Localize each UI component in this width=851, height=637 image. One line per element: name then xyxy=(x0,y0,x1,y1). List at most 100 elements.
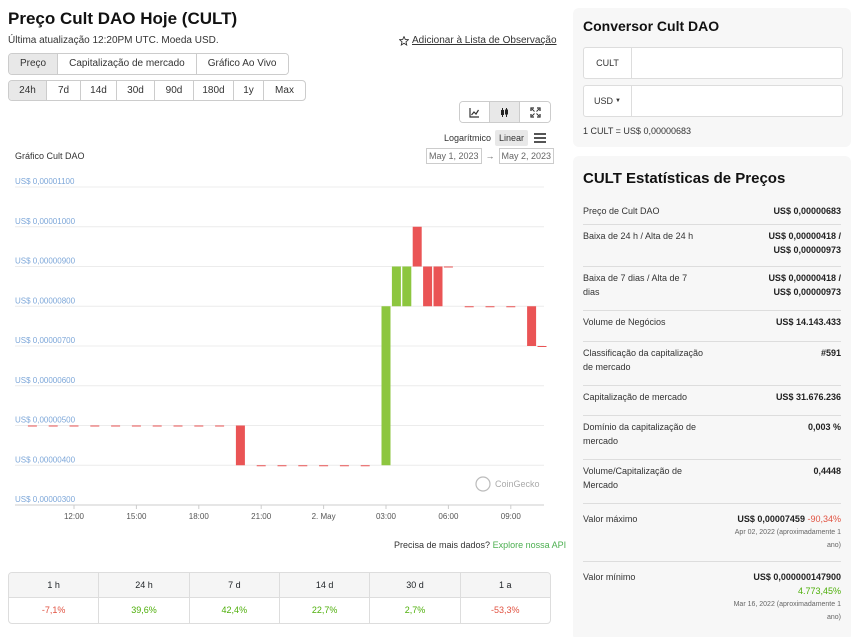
converter-panel: Conversor Cult DAO CULT USD ▼ 1 CULT = US… xyxy=(573,8,851,147)
stat-value: US$ 0,00000418 /US$ 0,00000973 xyxy=(768,231,841,255)
stat-label: Volume/Capitalização de Mercado xyxy=(583,466,683,490)
stat-value: US$ 14.143.433 xyxy=(775,317,841,327)
stat-label: Volume de Negócios xyxy=(583,317,666,327)
x-tick-label: 09:00 xyxy=(501,512,522,521)
candle xyxy=(412,226,422,267)
star-icon xyxy=(399,35,409,46)
perf-value-0: -7,1% xyxy=(9,598,100,623)
stat-label: Domínio da capitalização de mercado xyxy=(583,422,697,446)
stat-row: Capitalização de mercado US$ 31.676.236 xyxy=(583,386,841,416)
stat-label: Preço de Cult DAO xyxy=(583,206,660,216)
more-data-prompt: Precisa de mais dados? Explore nossa API xyxy=(394,540,566,550)
usd-currency-label: USD xyxy=(594,96,614,106)
range-180d[interactable]: 180d xyxy=(194,81,234,100)
stat-row: Classificação da capitalização de mercado… xyxy=(583,342,841,386)
tab-market-cap[interactable]: Capitalização de mercado xyxy=(58,54,197,74)
stat-value: 0,4448 xyxy=(813,466,841,476)
date-from-input[interactable]: May 1, 2023 xyxy=(426,148,482,164)
menu-icon[interactable] xyxy=(534,133,547,143)
tab-price[interactable]: Preço xyxy=(9,54,59,74)
watermark-text: CoinGecko xyxy=(495,479,540,489)
stat-label: Valor máximo xyxy=(583,514,638,524)
stat-price: US$ 0,00007459 xyxy=(737,514,805,524)
tab-live-chart[interactable]: Gráfico Ao Vivo xyxy=(196,54,288,74)
all-time-high-row: Valor máximo US$ 0,00007459 -90,34% Apr 02… xyxy=(583,504,841,562)
candle xyxy=(381,306,391,466)
perf-value-4: 2,7% xyxy=(370,598,461,623)
candle xyxy=(69,425,79,427)
explore-api-link[interactable]: Explore nossa API xyxy=(492,540,567,550)
range-30d[interactable]: 30d xyxy=(117,81,155,100)
price-chart[interactable]: US$ 0,00001100 US$ 0,00001000 US$ 0,000009… xyxy=(0,170,555,530)
stat-row: Domínio da capitalização de mercado 0,003 … xyxy=(583,416,841,460)
watchlist-label: Adicionar à Lista de Observação xyxy=(412,35,557,46)
stat-label: Capitalização de mercado xyxy=(583,392,688,402)
conversion-rate: 1 CULT = US$ 0,00000683 xyxy=(583,126,691,136)
y-tick-label: US$ 0,00001000 xyxy=(15,217,76,226)
stat-value: US$ 0,000000147900 4.773,45% Mar 16, 2022 … xyxy=(734,570,841,624)
stat-label: Baixa de 24 h / Alta de 24 h xyxy=(583,231,694,241)
last-updated-text: Última atualização 12:20PM UTC. Moeda US… xyxy=(8,35,219,46)
candle xyxy=(277,465,287,467)
range-90d[interactable]: 90d xyxy=(155,81,194,100)
stat-value: US$ 0,00000683 xyxy=(773,206,841,216)
stat-row: Preço de Cult DAO US$ 0,00000683 xyxy=(583,200,841,225)
y-tick-label: US$ 0,00001100 xyxy=(15,177,75,186)
usd-currency-select[interactable]: USD ▼ xyxy=(584,86,632,116)
perf-header-0: 1 h xyxy=(9,573,100,597)
candle xyxy=(235,425,245,466)
fullscreen-button[interactable] xyxy=(520,102,550,122)
candle xyxy=(423,266,433,307)
candle xyxy=(27,425,37,427)
chart-view-toggle xyxy=(459,101,551,123)
range-max[interactable]: Max xyxy=(275,85,294,96)
perf-header-4: 30 d xyxy=(370,573,461,597)
y-tick-label: US$ 0,00000900 xyxy=(15,257,76,266)
y-tick-label: US$ 0,00000400 xyxy=(15,455,76,464)
perf-header-3: 14 d xyxy=(280,573,371,597)
stat-price: US$ 0,000000147900 xyxy=(753,572,841,582)
range-14d[interactable]: 14d xyxy=(81,81,117,100)
date-arrow: → xyxy=(485,151,495,161)
candlestick-icon xyxy=(501,107,508,117)
candle xyxy=(339,465,349,467)
add-to-watchlist-link[interactable]: Adicionar à Lista de Observação xyxy=(399,35,557,46)
stat-value: US$ 0,00000418 /US$ 0,00000973 xyxy=(768,273,841,297)
y-tick-label: US$ 0,00000500 xyxy=(15,416,76,425)
stat-row: Volume/Capitalização de Mercado 0,4448 xyxy=(583,460,841,504)
candle xyxy=(402,266,412,307)
candle xyxy=(111,425,121,427)
candle xyxy=(464,306,474,308)
usd-amount-input[interactable] xyxy=(632,86,842,116)
cult-amount-input[interactable] xyxy=(632,48,842,78)
price-stats-panel: CULT Estatísticas de Preços Preço de Cul… xyxy=(573,156,851,637)
perf-value-3: 22,7% xyxy=(280,598,371,623)
range-7d[interactable]: 7d xyxy=(47,81,81,100)
perf-value-2: 42,4% xyxy=(190,598,280,623)
candle xyxy=(319,465,329,467)
candle xyxy=(173,425,183,427)
line-chart-button[interactable] xyxy=(460,102,490,122)
caret-down-icon: ▼ xyxy=(615,98,621,104)
page-title: Preço Cult DAO Hoje (CULT) xyxy=(8,9,238,28)
stat-row: Volume de Negócios US$ 14.143.433 xyxy=(583,311,841,342)
perf-value-1: 39,6% xyxy=(99,598,190,623)
stat-date: Apr 02, 2022 (aproximadamente 1 ano) xyxy=(734,529,841,549)
range-1y[interactable]: 1y xyxy=(234,81,264,100)
converter-title: Conversor Cult DAO xyxy=(583,18,720,34)
stat-label: Baixa de 7 dias / Alta de 7 dias xyxy=(583,273,688,297)
scale-selector: Logarítmico Linear xyxy=(444,130,547,146)
cult-currency-label: CULT xyxy=(584,48,632,78)
candle xyxy=(90,425,100,427)
date-to-input[interactable]: May 2, 2023 xyxy=(498,148,555,164)
stat-label: Classificação da capitalização de mercado xyxy=(583,348,704,372)
log-scale-option[interactable]: Logarítmico xyxy=(444,133,492,143)
coingecko-watermark: CoinGecko xyxy=(475,476,540,492)
range-24h[interactable]: 24h xyxy=(9,81,47,100)
linear-scale-option[interactable]: Linear xyxy=(495,130,529,146)
all-time-low-row: Valor mínimo US$ 0,000000147900 4.773,45% M… xyxy=(583,562,841,624)
candle xyxy=(506,306,516,308)
time-range-selector: 24h 7d 14d 30d 90d 180d 1y Max xyxy=(8,80,306,101)
stats-title: CULT Estatísticas de Preços xyxy=(583,170,786,187)
candlestick-chart-button[interactable] xyxy=(490,102,520,122)
